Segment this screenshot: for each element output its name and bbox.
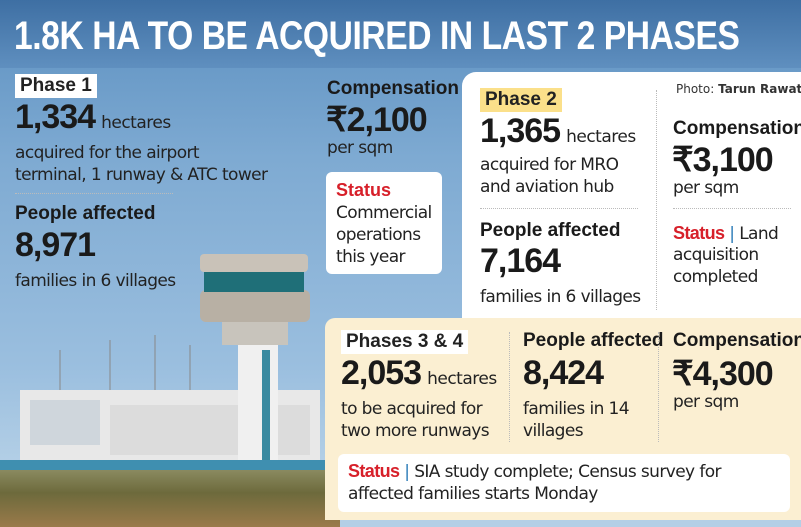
credit-name: Tarun Rawat [718,82,801,96]
divider [480,208,638,209]
title-bar: 1.8K HA TO BE ACQUIRED IN LAST 2 PHASES [0,0,801,68]
phase34-panel: Phases 3 & 4 2,053 hectares to be acquire… [325,318,801,520]
phase34-tag: Phases 3 & 4 [341,330,469,354]
phase34-status-label: Status [348,461,400,481]
divider [15,193,173,194]
divider [673,208,791,209]
divider [509,332,510,442]
divider [658,332,659,442]
separator: | [729,224,735,244]
phase1-people-label: People affected [15,203,156,224]
phase1-tag: Phase 1 [15,74,97,98]
phase1-comp: ₹2,100 [326,101,428,139]
atc-tower-photo [20,254,320,465]
phase34-comp: ₹4,300 [672,355,774,393]
phase1-hectares: 1,334 [15,98,96,136]
phase2-people-label: People affected [480,220,621,241]
phase34-desc-1: to be acquired for [341,399,483,419]
phase34-families-2: villages [523,421,584,441]
phase34-status-2: affected families starts Monday [348,484,598,504]
phase34-comp-label: Compensation [673,330,801,351]
phase34-people-label: People affected [523,330,664,351]
phase1-status-1: Commercial [336,203,432,223]
phase2-comp: ₹3,100 [672,141,774,179]
phase2-desc-2: and aviation hub [480,177,614,197]
phase34-comp-unit: per sqm [673,392,739,412]
phase1-families: families in 6 villages [15,271,176,291]
phase2-desc-1: acquired for MRO [480,155,619,175]
phase34-unit: hectares [427,369,497,389]
phase2-unit: hectares [566,127,636,147]
credit-label: Photo: [676,82,715,96]
phase34-hectares: 2,053 [341,354,422,392]
phase1-status-label: Status [336,180,392,200]
phase1-comp-unit: per sqm [327,138,393,158]
phase34-status-1: SIA study complete; Census survey for [414,462,721,482]
phase1-people: 8,971 [15,226,96,264]
phase34-desc-2: two more runways [341,421,490,441]
ground [0,470,340,527]
separator: | [404,462,410,482]
phase1-status-3: this year [336,247,406,267]
phase1-comp-label: Compensation [327,78,459,99]
phase1-status-box: Status Commercial operations this year [326,172,442,274]
phase2-comp-label: Compensation [673,118,801,139]
phase2-families: families in 6 villages [480,287,641,307]
phase1-desc-2: terminal, 1 runway & ATC tower [15,165,268,185]
headline: 1.8K HA TO BE ACQUIRED IN LAST 2 PHASES [14,14,740,58]
divider [656,90,657,310]
phase34-families-1: families in 14 [523,399,630,419]
phase2-status-label: Status [673,223,725,243]
phase2-people: 7,164 [480,242,561,280]
phase2-panel: Phase 2 1,365 hectares acquired for MRO a… [462,72,801,318]
phase34-status-box: Status | SIA study complete; Census surv… [338,454,790,512]
phase1-status-2: operations [336,225,421,245]
phase2-status-2: acquisition [673,245,759,265]
phase2-hectares: 1,365 [480,112,561,150]
phase2-status-3: completed [673,267,758,287]
phase1-desc-1: acquired for the airport [15,143,200,163]
phase2-tag: Phase 2 [480,88,562,112]
phase2-status-1: Land [739,224,779,244]
phase2-comp-unit: per sqm [673,178,739,198]
phase34-people: 8,424 [523,354,604,392]
phase1-unit: hectares [101,113,171,133]
